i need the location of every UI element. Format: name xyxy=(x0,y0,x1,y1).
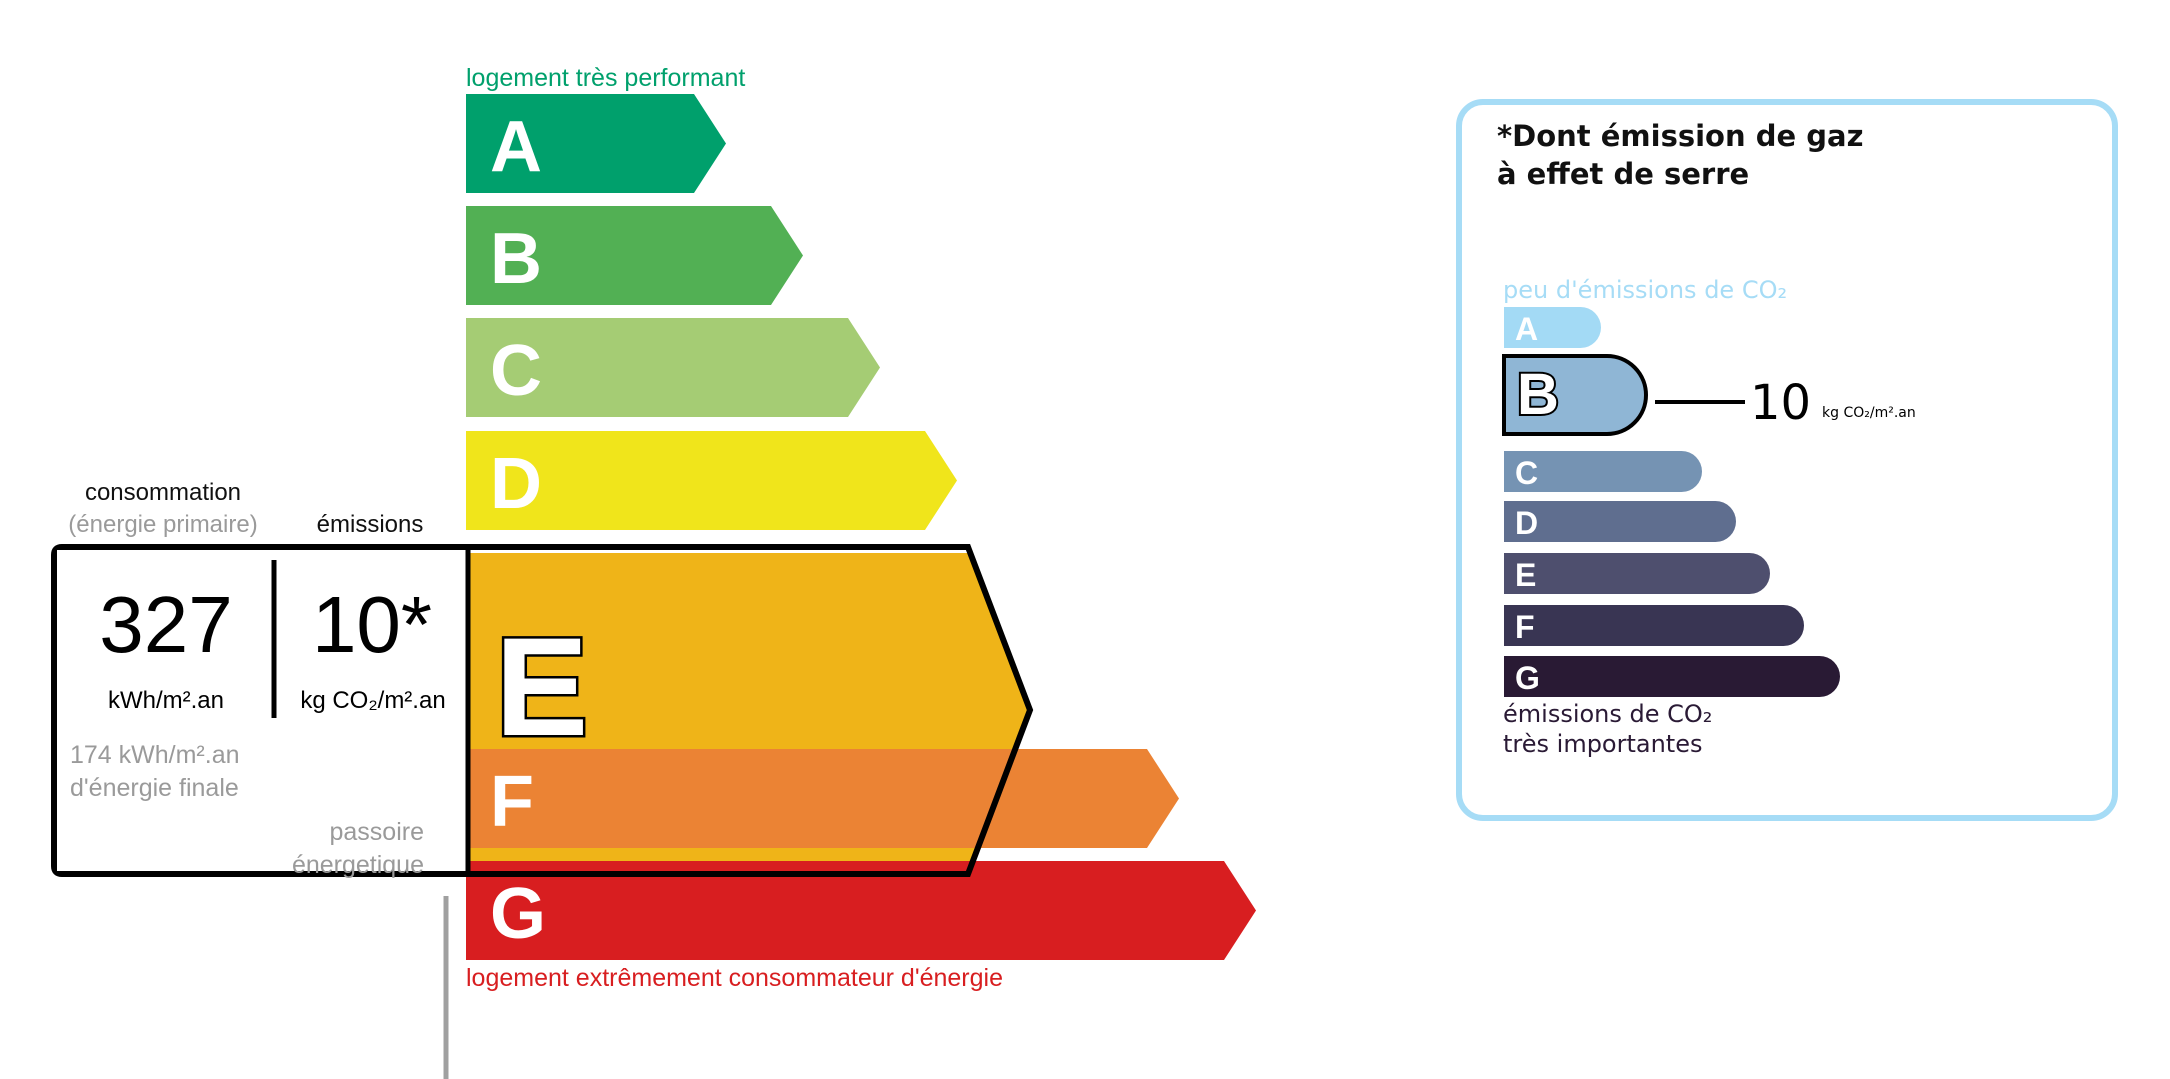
ghg-class-b-bar xyxy=(1502,354,1648,436)
consumption-label: consommation xyxy=(85,479,241,506)
emissions-unit: kg CO₂/m².an xyxy=(300,687,445,714)
ghg-class-d-letter: D xyxy=(1515,505,1538,541)
ghg-class-c-bar xyxy=(1504,451,1702,492)
current-class-frame xyxy=(51,544,1034,877)
final-energy-label: d'énergie finale xyxy=(70,774,239,802)
energy-class-f-letter: F xyxy=(490,762,534,842)
energy-class-b-letter: B xyxy=(490,219,542,299)
consumption-sublabel: (énergie primaire) xyxy=(68,511,257,538)
ghg-top-label: peu d'émissions de CO₂ xyxy=(1503,276,1787,304)
emissions-label: émissions xyxy=(317,511,424,538)
ghg-class-a-bar xyxy=(1504,307,1601,348)
energy-class-c-letter: C xyxy=(490,331,542,411)
energy-class-f-bar xyxy=(466,749,1179,848)
ghg-class-a-letter: A xyxy=(1515,311,1538,347)
ghg-unit: kg CO₂/m².an xyxy=(1822,405,1916,421)
energy-class-c-bar xyxy=(466,318,880,417)
ghg-bottom-line-1: émissions de CO₂ xyxy=(1503,700,1712,728)
ghg-title-line-2: à effet de serre xyxy=(1497,157,1749,191)
energy-class-e-letter: E xyxy=(495,608,588,765)
energy-class-a-bar xyxy=(466,94,726,193)
passoire-label-1: passoire xyxy=(330,818,425,846)
emissions-value: 10* xyxy=(312,580,432,669)
energy-class-d-bar xyxy=(466,431,957,530)
ghg-class-f-bar xyxy=(1504,605,1804,646)
energy-bottom-label: logement extrêmement consommateur d'éner… xyxy=(466,964,1003,992)
energy-class-d-letter: D xyxy=(490,444,542,524)
energy-class-g-letter: G xyxy=(490,874,546,954)
ghg-class-g-bar xyxy=(1504,656,1840,697)
energy-top-label: logement très performant xyxy=(466,64,745,92)
consumption-value: 327 xyxy=(99,580,232,669)
ghg-bottom-line-2: très importantes xyxy=(1503,730,1703,758)
ghg-class-e-letter: E xyxy=(1515,557,1536,593)
ghg-class-e-bar xyxy=(1504,553,1770,594)
energy-class-g-bar xyxy=(466,861,1256,960)
ghg-value: 10 xyxy=(1750,375,1811,431)
consumption-unit: kWh/m².an xyxy=(108,687,224,714)
ghg-class-c-letter: C xyxy=(1515,455,1538,491)
passoire-label-2: énergetique xyxy=(292,851,424,879)
ghg-class-b-letter: B xyxy=(1517,362,1559,427)
energy-class-a-letter: A xyxy=(490,107,542,187)
values-box xyxy=(57,550,467,871)
final-energy-value: 174 kWh/m².an xyxy=(70,741,240,769)
ghg-class-d-bar xyxy=(1504,501,1736,542)
ghg-class-f-letter: F xyxy=(1515,609,1535,645)
ghg-class-g-letter: G xyxy=(1515,660,1540,696)
ghg-title-line-1: *Dont émission de gaz xyxy=(1497,119,1863,153)
energy-class-b-bar xyxy=(466,206,803,305)
